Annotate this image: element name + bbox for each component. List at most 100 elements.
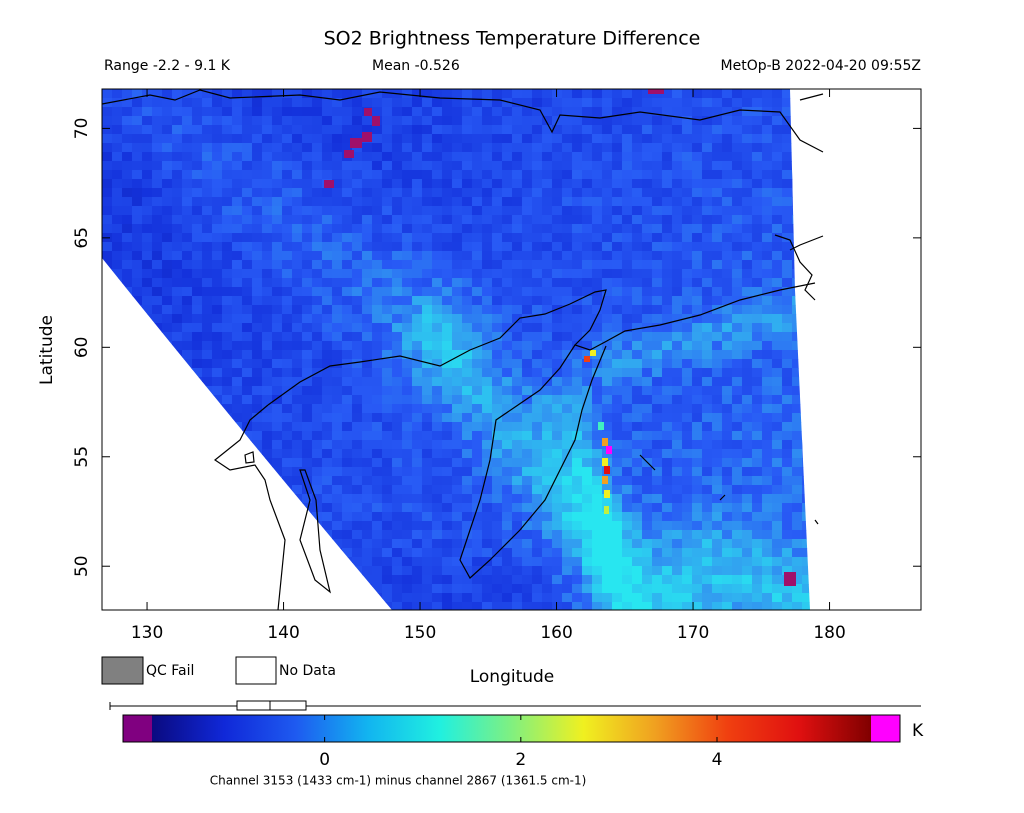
swath-pixel: [732, 566, 743, 576]
swath-pixel: [402, 287, 413, 297]
swath-pixel: [102, 161, 113, 171]
swath-pixel: [792, 449, 803, 459]
swath-pixel: [322, 512, 333, 522]
swath-pixel: [262, 332, 273, 342]
swath-pixel: [442, 134, 453, 144]
swath-pixel: [442, 224, 453, 234]
swath-pixel: [182, 323, 193, 333]
swath-pixel: [202, 458, 213, 468]
swath-pixel: [192, 575, 203, 585]
swath-pixel: [362, 116, 373, 126]
swath-pixel: [622, 521, 633, 531]
swath-pixel: [772, 278, 783, 288]
swath-pixel: [602, 152, 613, 162]
swath-pixel: [562, 512, 573, 522]
swath-pixel: [372, 323, 383, 333]
swath-pixel: [502, 368, 513, 378]
swath-pixel: [432, 566, 443, 576]
swath-pixel: [202, 440, 213, 450]
swath-pixel: [192, 422, 203, 432]
swath-pixel: [172, 188, 183, 198]
swath-pixel: [522, 206, 533, 216]
swath-pixel: [262, 377, 273, 387]
swath-pixel: [592, 386, 603, 396]
swath-pixel: [182, 314, 193, 324]
swath-pixel: [112, 161, 123, 171]
swath-pixel: [482, 530, 493, 540]
swath-pixel: [752, 404, 763, 414]
swath-pixel: [472, 314, 483, 324]
swath-pixel: [232, 422, 243, 432]
swath-pixel: [162, 350, 173, 360]
swath-pixel: [752, 359, 763, 369]
swath-pixel: [672, 557, 683, 567]
swath-pixel: [122, 278, 133, 288]
swath-pixel: [612, 134, 623, 144]
swath-pixel: [232, 548, 243, 558]
swath-pixel: [112, 476, 123, 486]
swath-pixel: [482, 494, 493, 504]
swath-pixel: [602, 377, 613, 387]
swath-pixel: [662, 179, 673, 189]
swath-pixel: [162, 530, 173, 540]
swath-pixel: [362, 350, 373, 360]
swath-pixel: [202, 521, 213, 531]
swath-pixel: [262, 233, 273, 243]
swath-pixel: [182, 170, 193, 180]
swath-pixel: [492, 368, 503, 378]
swath-pixel: [612, 125, 623, 135]
hotspot: [602, 476, 608, 484]
swath-pixel: [652, 458, 663, 468]
swath-pixel: [722, 521, 733, 531]
swath-pixel: [122, 458, 133, 468]
swath-pixel: [722, 395, 733, 405]
swath-pixel: [642, 593, 653, 603]
swath-pixel: [532, 548, 543, 558]
swath-pixel: [212, 449, 223, 459]
swath-pixel: [562, 476, 573, 486]
swath-pixel: [652, 161, 663, 171]
swath-pixel: [722, 350, 733, 360]
swath-pixel: [362, 593, 373, 603]
swath-pixel: [252, 368, 263, 378]
swath-pixel: [182, 161, 193, 171]
swath-pixel: [632, 260, 643, 270]
swath-pixel: [192, 584, 203, 594]
swath-pixel: [162, 575, 173, 585]
swath-pixel: [572, 251, 583, 261]
swath-pixel: [102, 341, 113, 351]
swath-pixel: [652, 476, 663, 486]
swath-pixel: [692, 188, 703, 198]
swath-pixel: [722, 233, 733, 243]
swath-pixel: [522, 557, 533, 567]
swath-pixel: [782, 431, 793, 441]
swath-pixel: [242, 476, 253, 486]
swath-pixel: [322, 377, 333, 387]
swath-pixel: [762, 143, 773, 153]
swath-pixel: [562, 170, 573, 180]
swath-pixel: [202, 404, 213, 414]
swath-pixel: [552, 143, 563, 153]
swath-pixel: [662, 278, 673, 288]
swath-pixel: [252, 557, 263, 567]
swath-pixel: [132, 377, 143, 387]
swath-pixel: [752, 332, 763, 342]
swath-pixel: [772, 89, 783, 99]
swath-pixel: [632, 350, 643, 360]
swath-pixel: [492, 503, 503, 513]
swath-pixel: [202, 98, 213, 108]
swath-pixel: [452, 566, 463, 576]
swath-pixel: [412, 575, 423, 585]
swath-pixel: [532, 602, 543, 610]
swath-pixel: [782, 440, 793, 450]
swath-pixel: [382, 575, 393, 585]
swath-pixel: [142, 503, 153, 513]
swath-pixel: [672, 287, 683, 297]
swath-pixel: [642, 116, 653, 126]
swath-pixel: [352, 296, 363, 306]
swath-pixel: [272, 98, 283, 108]
swath-pixel: [272, 116, 283, 126]
swath-pixel: [522, 422, 533, 432]
swath-pixel: [442, 602, 453, 610]
swath-pixel: [582, 278, 593, 288]
